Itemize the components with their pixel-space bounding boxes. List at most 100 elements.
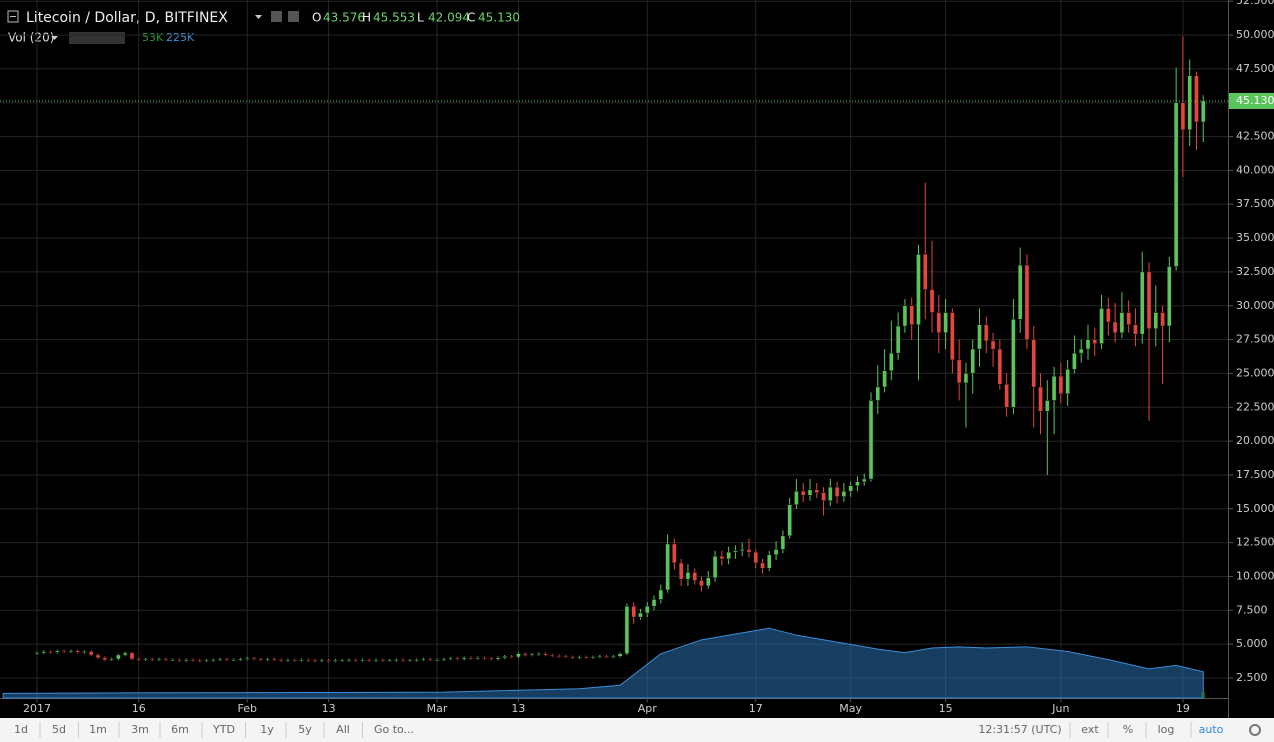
x-tick-label: 2017	[23, 702, 51, 715]
candle-body	[461, 657, 467, 660]
y-tick-label: 35.000	[1236, 231, 1274, 244]
candle-body	[1004, 384, 1009, 408]
candle-body	[800, 490, 806, 496]
candle-body	[61, 650, 67, 653]
candle-body	[190, 659, 196, 661]
y-tick-label: 2.500	[1236, 671, 1268, 684]
candle-body	[414, 659, 420, 661]
candle-body	[807, 489, 813, 496]
candle-body	[672, 543, 677, 564]
y-tick-label: 30.000	[1236, 299, 1274, 312]
range-button[interactable]: 3m	[131, 723, 149, 736]
candle-body	[719, 555, 725, 560]
candle-body	[909, 305, 914, 325]
candle-body	[726, 551, 731, 560]
candle-body	[319, 660, 325, 662]
option-button[interactable]: auto	[1199, 723, 1224, 736]
candle-body	[231, 659, 236, 661]
candle-body	[373, 659, 379, 661]
candle-body	[211, 659, 216, 661]
candle-body	[1085, 339, 1091, 350]
candle-body	[1133, 324, 1138, 335]
candle-body	[75, 650, 80, 653]
y-tick-label: 47.500	[1236, 62, 1274, 75]
candle-body	[34, 652, 40, 655]
ohlc-value: 45.553	[373, 11, 415, 25]
collapse-icon[interactable]	[7, 10, 19, 23]
option-button[interactable]: log	[1158, 723, 1175, 736]
candle-body	[1017, 264, 1023, 320]
range-button[interactable]: 6m	[171, 723, 189, 736]
y-tick-label: 5.000	[1236, 637, 1268, 650]
candle-body	[760, 562, 765, 569]
y-tick-label: 52.500	[1236, 0, 1274, 7]
candle-body	[326, 660, 331, 662]
y-tick-label: 27.500	[1236, 333, 1274, 346]
volume-icons[interactable]	[69, 32, 125, 44]
y-tick-label: 20.000	[1236, 434, 1274, 447]
candle-body	[746, 549, 752, 553]
range-button[interactable]: 1y	[260, 723, 274, 736]
x-tick-label: 17	[749, 702, 763, 715]
y-tick-label: 15.000	[1236, 502, 1274, 515]
candle-body	[604, 656, 609, 658]
candle-body	[1153, 312, 1159, 330]
candle-body	[448, 658, 453, 660]
candle-body	[482, 657, 487, 659]
settings-icon[interactable]	[271, 11, 282, 22]
option-button[interactable]: %	[1123, 723, 1133, 736]
y-tick-label: 17.500	[1236, 468, 1274, 481]
candle-body	[305, 659, 311, 661]
x-tick-label: May	[839, 702, 862, 715]
ohlc-value: 42.094	[428, 11, 470, 25]
range-button[interactable]: Go to...	[374, 723, 414, 736]
settings-gear[interactable]	[1249, 724, 1261, 736]
range-button[interactable]: 5y	[298, 723, 312, 736]
dropdown-icon[interactable]	[51, 36, 58, 40]
candle-body	[1038, 386, 1043, 412]
y-tick-label: 25.000	[1236, 366, 1274, 379]
candle-body	[970, 348, 976, 374]
range-button[interactable]: 1d	[14, 723, 28, 736]
range-button[interactable]: 1m	[89, 723, 107, 736]
candle-body	[895, 325, 901, 354]
candle-body	[116, 654, 121, 660]
candle-body	[848, 485, 853, 492]
candle-body	[841, 490, 847, 497]
candle-body	[48, 651, 53, 653]
option-button[interactable]: ext	[1081, 723, 1099, 736]
candle-body	[495, 657, 501, 660]
candle-body	[563, 656, 569, 658]
candle-body	[658, 589, 664, 600]
candle-body	[1126, 312, 1131, 325]
y-tick-label: 7.500	[1236, 603, 1268, 616]
candle-body	[136, 658, 142, 661]
range-button[interactable]: 5d	[52, 723, 66, 736]
candle-body	[685, 572, 691, 580]
candle-body	[1072, 352, 1077, 370]
range-button[interactable]: YTD	[212, 723, 235, 736]
candle-body	[611, 656, 616, 658]
candle-body	[550, 654, 555, 657]
candle-body	[258, 658, 264, 661]
y-tick-label: 40.000	[1236, 163, 1274, 176]
candle-body	[238, 658, 243, 661]
candle-body	[875, 386, 881, 401]
y-tick-label: 37.500	[1236, 197, 1274, 210]
x-tick-label: Feb	[237, 702, 256, 715]
volume-ma-area	[2, 627, 1204, 699]
candle-body	[828, 486, 833, 501]
candle-body	[156, 658, 162, 661]
ohlc-key: O	[312, 11, 321, 25]
candle-body	[285, 659, 291, 661]
candle-body	[1173, 102, 1179, 267]
candle-body	[400, 659, 406, 661]
candle-body	[1065, 369, 1070, 394]
ohlc-value: 45.130	[478, 11, 520, 25]
settings-icon[interactable]	[288, 11, 299, 22]
range-button[interactable]: All	[336, 723, 350, 736]
dropdown-icon[interactable]	[255, 15, 262, 19]
candle-body	[475, 657, 481, 659]
